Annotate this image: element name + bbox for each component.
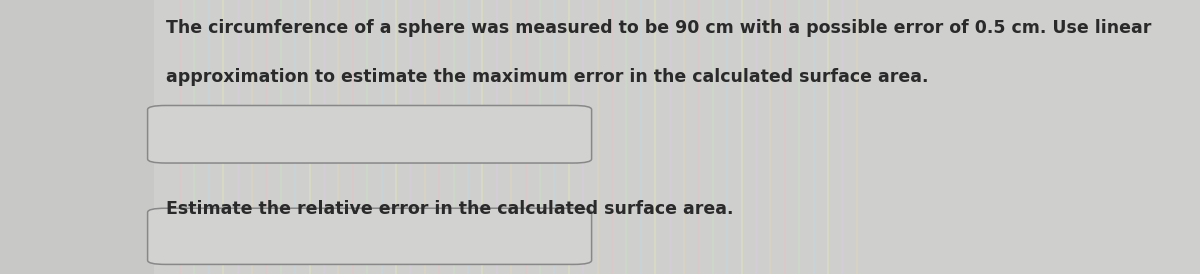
FancyBboxPatch shape <box>148 105 592 163</box>
Text: The circumference of a sphere was measured to be 90 cm with a possible error of : The circumference of a sphere was measur… <box>166 19 1151 37</box>
Text: Estimate the relative error in the calculated surface area.: Estimate the relative error in the calcu… <box>166 200 733 218</box>
FancyBboxPatch shape <box>148 208 592 264</box>
Bar <box>0 0 154 274</box>
Text: approximation to estimate the maximum error in the calculated surface area.: approximation to estimate the maximum er… <box>166 68 928 87</box>
